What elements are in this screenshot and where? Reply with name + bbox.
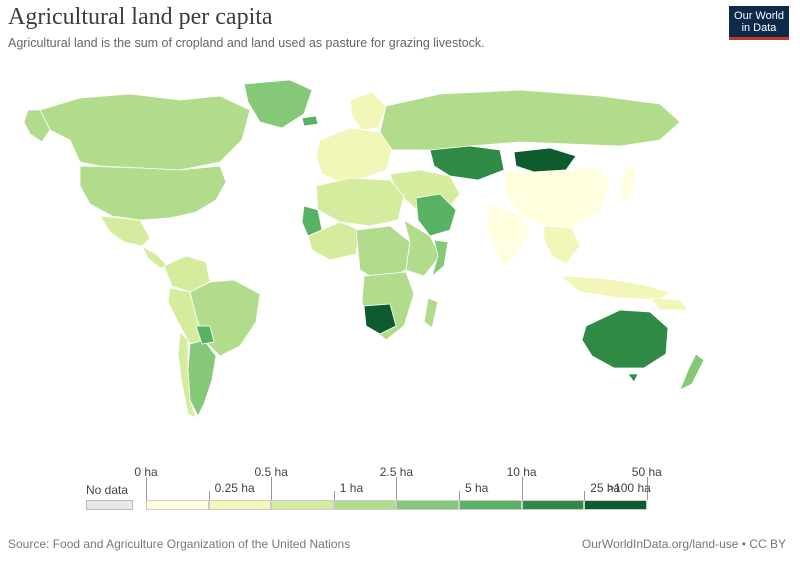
region-china[interactable] bbox=[503, 165, 611, 229]
region-north-africa[interactable] bbox=[315, 177, 405, 227]
legend-tick-label: 50 ha bbox=[631, 465, 662, 479]
region-scandinavia[interactable] bbox=[349, 91, 387, 131]
legend-tick-label: 0.25 ha bbox=[214, 481, 255, 495]
region-greenland[interactable] bbox=[243, 79, 313, 129]
legend-tick-line bbox=[584, 491, 586, 500]
legend-tick-label: 0 ha bbox=[134, 465, 158, 479]
world-map bbox=[23, 79, 705, 419]
logo-line-2: in Data bbox=[741, 22, 777, 34]
region-australia[interactable] bbox=[581, 309, 669, 369]
chart-title: Agricultural land per capita bbox=[8, 4, 273, 30]
legend-bin-4[interactable] bbox=[396, 500, 459, 510]
legend-tick-line bbox=[208, 491, 210, 500]
region-russia[interactable] bbox=[379, 89, 681, 151]
legend-bin-3[interactable] bbox=[333, 500, 397, 510]
region-madagascar[interactable] bbox=[423, 297, 439, 329]
region-somalia[interactable] bbox=[431, 239, 449, 278]
legend-bin-1[interactable] bbox=[208, 500, 272, 510]
region-east-africa[interactable] bbox=[403, 219, 441, 277]
legend-tick-line bbox=[646, 477, 648, 500]
legend-tick-label: 2.5 ha bbox=[379, 465, 414, 479]
legend-tick-line bbox=[459, 491, 460, 500]
region-indonesia[interactable] bbox=[558, 275, 671, 301]
legend-no-data-swatch bbox=[86, 500, 133, 510]
region-europe[interactable] bbox=[315, 127, 393, 183]
region-paraguay[interactable] bbox=[195, 325, 215, 345]
legend-tick-label: 0.5 ha bbox=[254, 465, 288, 479]
region-kazakhstan[interactable] bbox=[429, 145, 505, 181]
legend-tick-line bbox=[146, 477, 147, 500]
region-mongolia[interactable] bbox=[513, 147, 577, 173]
region-iceland[interactable] bbox=[301, 115, 319, 127]
legend-bin-2[interactable] bbox=[271, 500, 334, 510]
region-southeast-asia[interactable] bbox=[543, 225, 581, 265]
region-central-america[interactable] bbox=[141, 244, 169, 269]
region-usa[interactable] bbox=[79, 165, 227, 221]
region-alaska[interactable] bbox=[23, 109, 51, 143]
legend-tick-line bbox=[333, 491, 335, 500]
region-namibia-botswana[interactable] bbox=[363, 303, 397, 335]
legend-tick-line bbox=[521, 477, 523, 500]
region-chile[interactable] bbox=[177, 331, 197, 419]
legend-no-data-label: No data bbox=[86, 483, 129, 497]
region-saudi-arabia[interactable] bbox=[415, 193, 457, 237]
region-west-africa[interactable] bbox=[307, 221, 361, 261]
legend-bin-6[interactable] bbox=[521, 500, 585, 510]
region-mexico[interactable] bbox=[99, 215, 151, 247]
legend-tick-line bbox=[396, 477, 398, 500]
region-argentina[interactable] bbox=[187, 339, 217, 417]
region-tasmania[interactable] bbox=[627, 373, 639, 383]
chart-subtitle: Agricultural land is the sum of cropland… bbox=[8, 36, 485, 50]
map-legend: No data 0 ha 0.25 ha 0.5 ha 1 ha 2.5 ha 5 ha 1… bbox=[0, 465, 800, 515]
source-text[interactable]: Source: Food and Agriculture Organizatio… bbox=[8, 537, 351, 551]
region-new-zealand[interactable] bbox=[679, 353, 705, 391]
url-text[interactable]: OurWorldInData.org/land-use • CC BY bbox=[581, 537, 786, 551]
logo-line-1: Our World bbox=[734, 10, 784, 22]
legend-tick-label: 25 ha bbox=[590, 481, 621, 495]
legend-bin-5[interactable] bbox=[459, 500, 522, 510]
legend-tick-label: 5 ha bbox=[465, 481, 489, 495]
legend-tick-label: 10 ha bbox=[506, 465, 537, 479]
legend-bin-0[interactable] bbox=[146, 500, 209, 510]
region-new-guinea[interactable] bbox=[649, 297, 689, 311]
legend-tick-label: 1 ha bbox=[339, 481, 364, 495]
owid-logo[interactable]: Our World in Data bbox=[729, 6, 789, 40]
legend-tick-line bbox=[271, 477, 273, 500]
region-canada[interactable] bbox=[39, 93, 251, 171]
legend-tick-label: >100 ha bbox=[607, 481, 651, 495]
region-india[interactable] bbox=[485, 203, 531, 267]
legend-bin-7[interactable] bbox=[584, 500, 647, 510]
region-japan[interactable] bbox=[619, 165, 637, 205]
